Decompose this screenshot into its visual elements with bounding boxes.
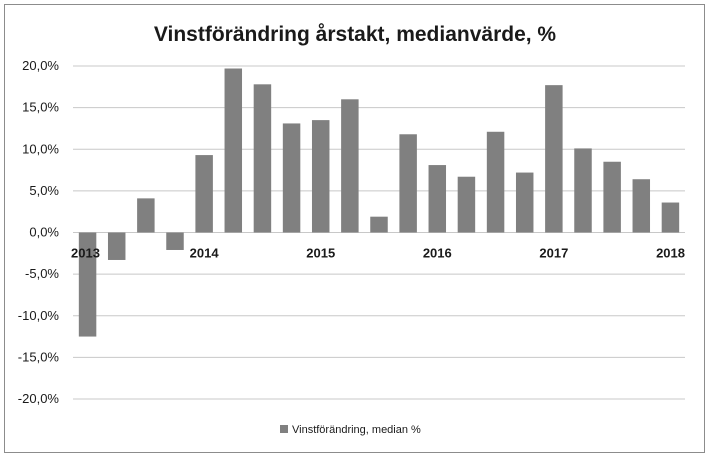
y-tick-label: 5,0%: [29, 183, 59, 198]
x-tick-label: 2015: [306, 246, 335, 261]
bar: [574, 148, 592, 233]
bar: [78, 232, 97, 337]
bar: [311, 120, 330, 233]
x-tick-label: 2014: [190, 246, 220, 261]
bar: [253, 84, 272, 233]
x-tick-label: 2018: [656, 246, 685, 261]
bar: [486, 131, 505, 233]
bar: [195, 155, 213, 233]
x-axis-ticks: 2013 2014 2015 2016 2017 2018: [71, 246, 685, 261]
bar: [282, 123, 301, 233]
bars: [78, 68, 680, 337]
y-tick-label: -5,0%: [25, 266, 59, 281]
legend-swatch: [280, 425, 288, 433]
y-axis-ticks: 20,0% 15,0% 10,0% 5,0% 0,0% -5,0% -10,0% -15,0%…: [18, 58, 60, 406]
bar: [603, 161, 621, 233]
x-tick-label: 2016: [423, 246, 452, 261]
x-tick-label: 2013: [71, 246, 100, 261]
legend: Vinstförändring, median %: [280, 424, 421, 436]
y-tick-label: -10,0%: [18, 308, 60, 323]
y-tick-label: -20,0%: [18, 391, 60, 406]
bar: [428, 165, 447, 233]
bar: [166, 232, 184, 250]
y-tick-label: 0,0%: [29, 225, 59, 240]
y-tick-label: 10,0%: [22, 141, 59, 156]
bar: [370, 216, 388, 233]
x-tick-label: 2017: [539, 246, 568, 261]
y-tick-label: 15,0%: [22, 100, 59, 115]
bar: [137, 198, 155, 233]
bar: [107, 232, 126, 260]
bar: [457, 176, 476, 233]
gridlines: [73, 65, 685, 400]
bar: [545, 85, 563, 233]
bar: [399, 134, 417, 233]
y-tick-label: -15,0%: [18, 349, 60, 364]
bar: [341, 99, 359, 233]
legend-label: Vinstförändring, median %: [292, 424, 421, 436]
y-tick-label: 20,0%: [22, 58, 59, 73]
chart-title: Vinstförändring årstakt, medianvärde, %: [154, 23, 557, 46]
bar: [661, 202, 680, 233]
bar: [515, 172, 534, 233]
bar: [224, 68, 243, 233]
bar: [632, 179, 651, 233]
